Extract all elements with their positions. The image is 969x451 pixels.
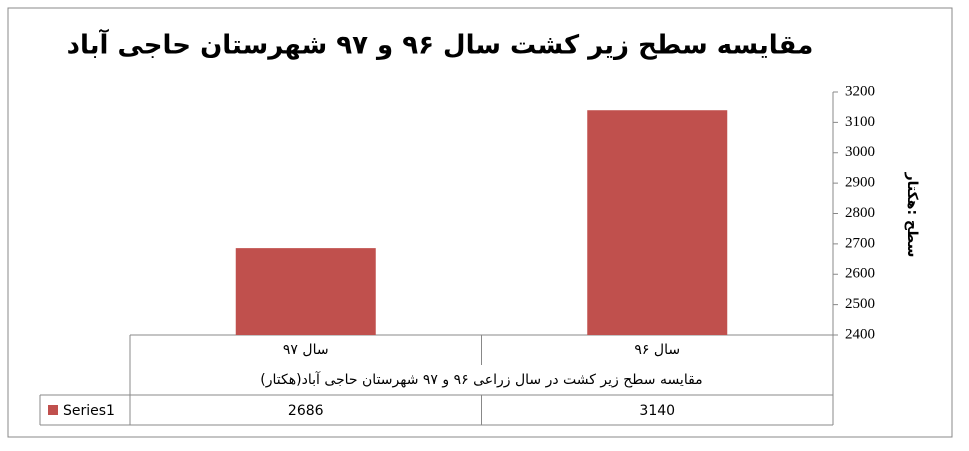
bar	[235, 248, 376, 335]
y-tick-label: 2400	[845, 326, 875, 342]
y-tick-label: 2800	[845, 205, 875, 221]
data-table-value: 2686	[288, 403, 324, 419]
y-tick-label: 3100	[845, 114, 875, 130]
legend-swatch	[48, 405, 58, 415]
y-tick-label: 3000	[845, 144, 875, 160]
group-label: مقایسه سطح زیر کشت در سال زراعی ۹۶ و ۹۷ …	[260, 371, 702, 388]
chart-border	[7, 7, 953, 438]
legend-label: Series1	[63, 403, 115, 419]
chart-title: مقایسه سطح زیر کشت سال ۹۶ و ۹۷ شهرستان ح…	[67, 29, 814, 61]
y-tick-label: 2500	[845, 296, 875, 312]
x-tick-label: سال ۹۶	[634, 342, 680, 358]
bar	[587, 110, 728, 335]
y-tick-label: 2900	[845, 175, 875, 191]
y-tick-label: 3200	[845, 83, 875, 99]
x-tick-label: سال ۹۷	[283, 342, 329, 358]
data-table-value: 3140	[639, 403, 675, 419]
y-tick-label: 2700	[845, 235, 875, 251]
y-axis-label: سطح :هکتار	[904, 172, 920, 258]
y-tick-label: 2600	[845, 266, 875, 282]
